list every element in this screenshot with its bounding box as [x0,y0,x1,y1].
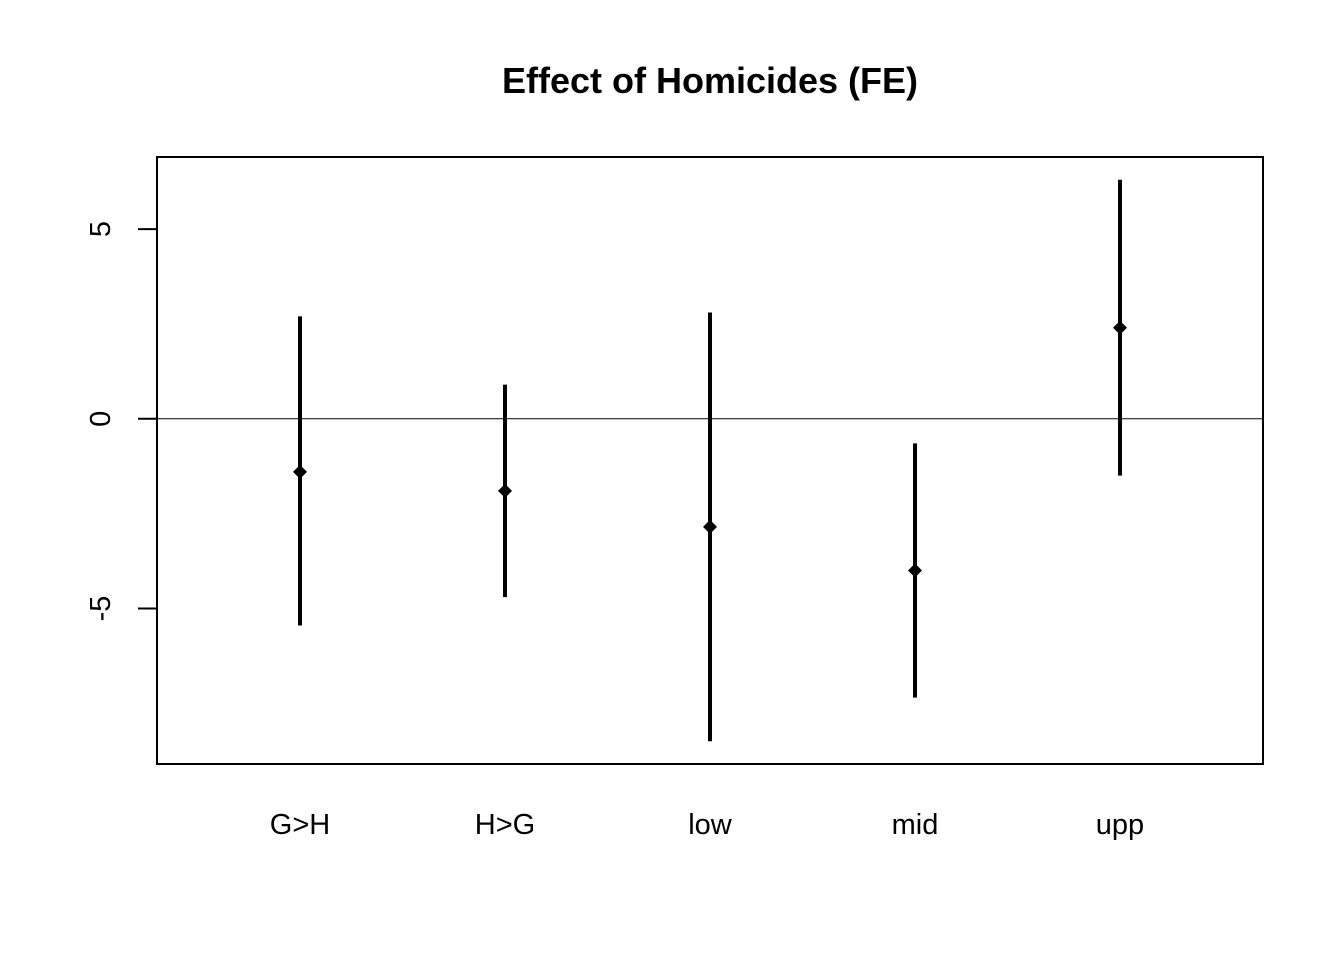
x-tick-label: G>H [270,809,330,841]
y-tick-label: 0 [85,411,117,427]
x-tick-label: upp [1096,809,1144,841]
point-estimate-marker [293,464,307,479]
chart-title: Effect of Homicides (FE) [502,60,918,101]
x-tick-label: mid [892,809,939,841]
point-estimate-marker [1113,320,1127,335]
x-axis: G>H H>G low mid upp [270,809,1144,841]
point-estimate-marker [908,563,922,578]
point-estimate-marker [498,483,512,498]
x-tick-label: H>G [475,809,535,841]
point-estimate-marker [703,519,717,534]
data-series [293,179,1127,742]
x-tick-label: low [688,809,733,841]
y-tick-label: 5 [85,221,117,237]
y-tick-label: -5 [85,596,117,622]
plot-area-border [156,156,1264,765]
y-axis: 5 0 -5 [85,221,157,621]
